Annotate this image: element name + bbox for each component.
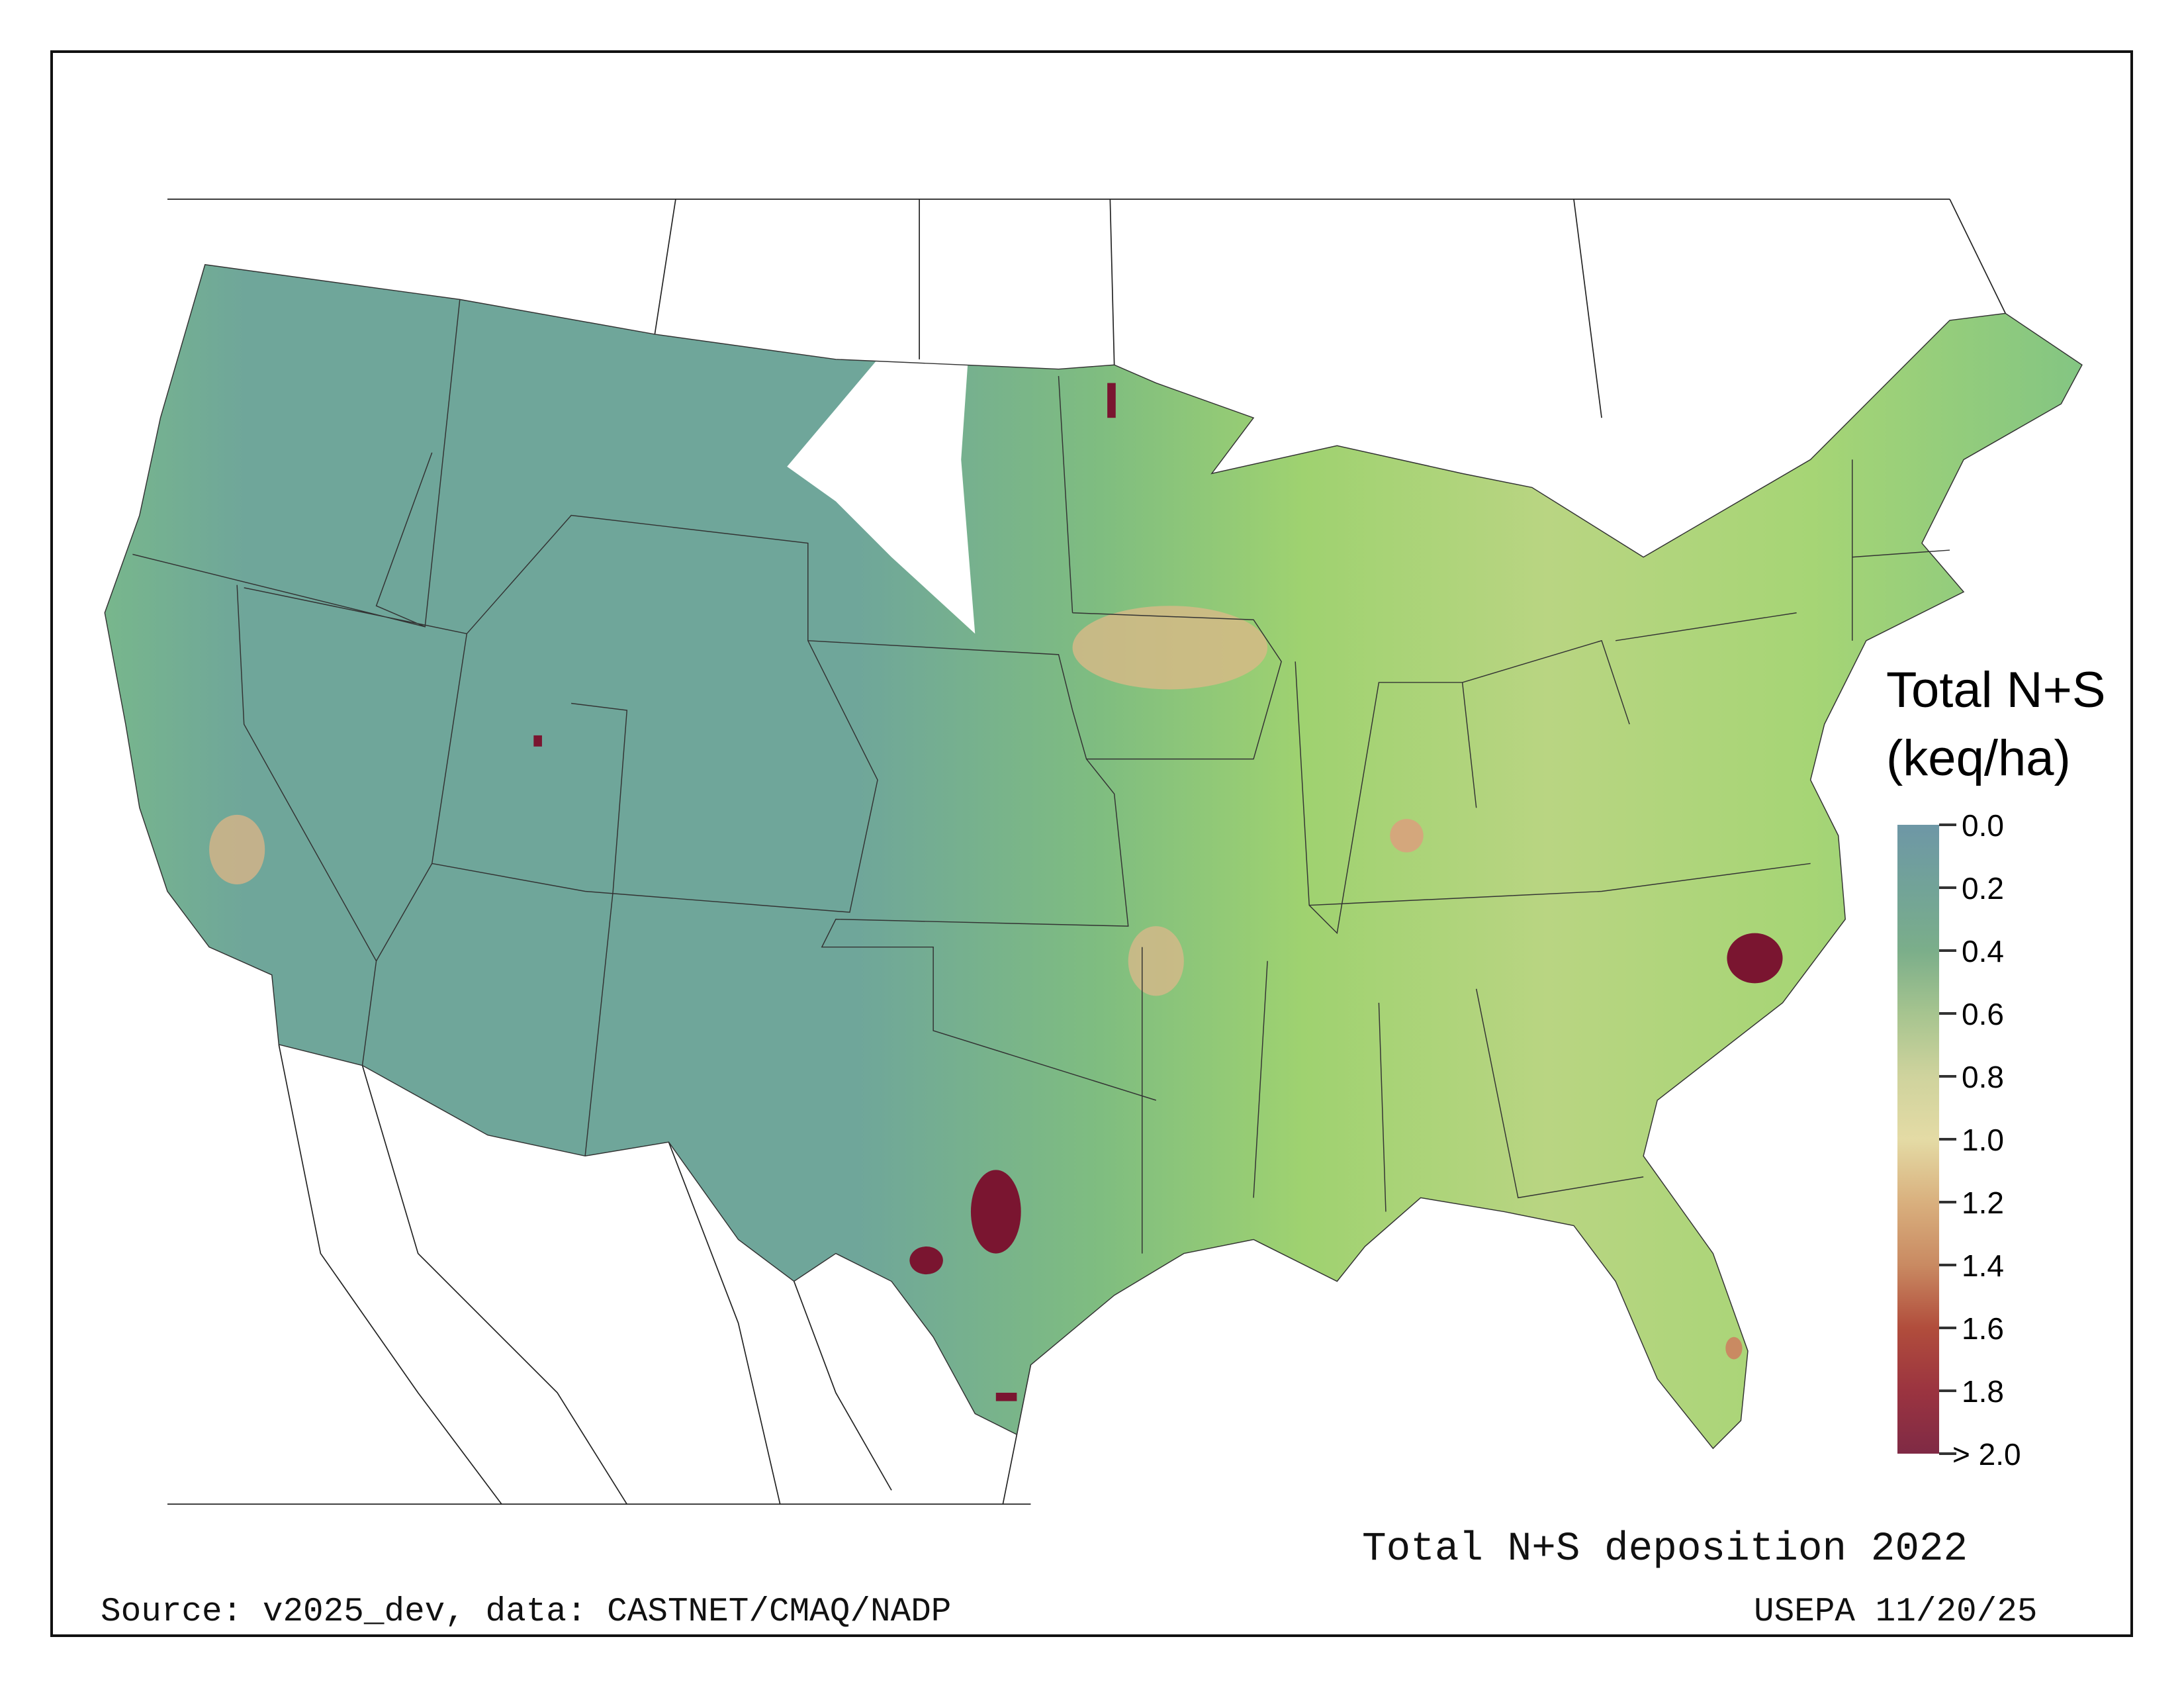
legend-tick (1939, 1075, 1956, 1078)
data-gap-region (0, 0, 1, 1)
legend-tick (1939, 1452, 1956, 1455)
legend-tick-label: 0.4 (1962, 934, 2004, 968)
legend-tick-label: 1.6 (1962, 1311, 2004, 1346)
legend-tick (1939, 886, 1956, 889)
legend-tick-label: 0.6 (1962, 997, 2004, 1031)
legend-title-line1: Total N+S (1886, 662, 2106, 718)
legend-tick (1939, 1389, 1956, 1392)
legend-tick-label: 0.0 (1962, 808, 2004, 843)
source-note: Source: v2025_dev, data: CASTNET/CMAQ/NA… (101, 1593, 952, 1631)
credit-note: USEPA 11/20/25 (1754, 1593, 2038, 1631)
legend-tick (1939, 1012, 1956, 1015)
state-boundaries (104, 263, 2083, 1450)
legend-title-line2: (keq/ha) (1886, 730, 2071, 786)
legend-tick-label: 1.0 (1962, 1123, 2004, 1157)
legend-tick-label: 1.4 (1962, 1248, 2004, 1283)
legend-tick (1939, 949, 1956, 952)
legend-tick (1939, 1264, 1956, 1266)
map-frame (50, 50, 2133, 1637)
neighbor-outlines (167, 199, 2006, 1505)
legend-tick (1939, 1327, 1956, 1329)
legend-tick-label: 0.2 (1962, 871, 2004, 906)
legend-tick-label: 0.8 (1962, 1060, 2004, 1094)
legend-tick (1939, 1138, 1956, 1141)
legend-tick-label: 1.2 (1962, 1186, 2004, 1220)
legend-colorbar (1897, 825, 1939, 1454)
legend-tick (1939, 1201, 1956, 1203)
legend-tick-label: > 2.0 (1952, 1437, 2021, 1472)
legend-tick (1939, 823, 1956, 826)
legend-tick-label: 1.8 (1962, 1374, 2004, 1409)
deposition-field (105, 264, 2082, 1449)
data-gap (787, 359, 976, 634)
high-deposition-areas (209, 383, 1783, 1401)
map-title: Total N+S deposition 2022 (1362, 1526, 1968, 1572)
